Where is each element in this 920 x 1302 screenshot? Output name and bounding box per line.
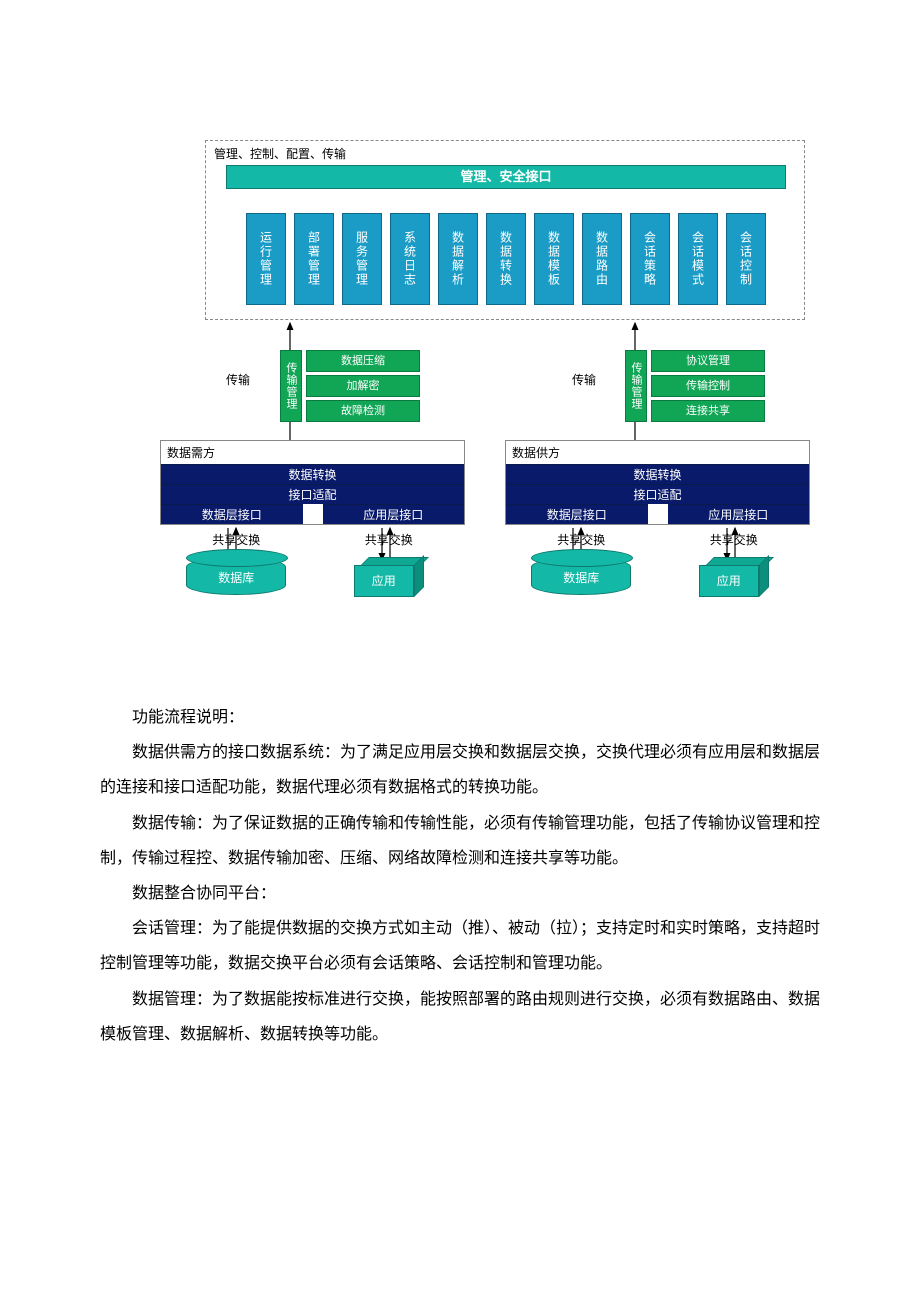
trans-mgmt-label: 传输管理 [280,350,302,422]
data-provider-block: 数据供方 数据转换 接口适配 数据层接口 应用层接口 共享交换 数据库 共享交换… [505,440,810,595]
trans-mgmt-right: 传输管理 协议管理 传输控制 连接共享 [625,350,765,428]
trans-item: 传输控制 [651,375,765,397]
trans-mgmt-label: 传输管理 [625,350,647,422]
top-container: 管理、控制、配置、传输 管理、安全接口 运行管理 部署管理 服务管理 系统日志 … [205,140,805,320]
application-icon: 应用 [699,557,769,593]
data-convert-bar: 数据转换 [506,464,809,484]
data-layer-if: 数据层接口 [506,504,648,524]
data-layer-if: 数据层接口 [161,504,303,524]
trans-item: 加解密 [306,375,420,397]
interface-split: 数据层接口 应用层接口 [161,504,464,524]
provider-title: 数据供方 [506,441,809,464]
top-box-title: 管理、控制、配置、传输 [206,141,804,166]
module-item: 数据转换 [486,213,526,305]
database-icon: 数据库 [186,557,286,595]
paragraph: 数据供需方的接口数据系统：为了满足应用层交换和数据层交换，交换代理必须有应用层和… [100,735,820,805]
exchange-label: 共享交换 [557,531,605,548]
database-icon: 数据库 [531,557,631,595]
trans-item: 协议管理 [651,350,765,372]
trans-mgmt-left: 传输管理 数据压缩 加解密 故障检测 [280,350,420,428]
module-item: 部署管理 [294,213,334,305]
paragraph: 数据传输：为了保证数据的正确传输和传输性能，必须有传输管理功能，包括了传输协议管… [100,806,820,876]
interface-split: 数据层接口 应用层接口 [506,504,809,524]
trans-item: 连接共享 [651,400,765,422]
module-row: 运行管理 部署管理 服务管理 系统日志 数据解析 数据转换 数据模板 数据路由 … [246,213,766,305]
consumer-title: 数据需方 [161,441,464,464]
module-item: 服务管理 [342,213,382,305]
exchange-label: 共享交换 [365,531,413,548]
architecture-diagram: 管理、控制、配置、传输 管理、安全接口 运行管理 部署管理 服务管理 系统日志 … [160,140,810,660]
interface-adapt-bar: 接口适配 [506,484,809,504]
paragraph: 会话管理：为了能提供数据的交换方式如主动（推）、被动（拉）；支持定时和实时策略，… [100,911,820,981]
module-item: 数据路由 [582,213,622,305]
application-icon: 应用 [354,557,424,593]
mgmt-security-bar: 管理、安全接口 [226,165,786,189]
interface-adapt-bar: 接口适配 [161,484,464,504]
trans-label-left: 传输 [226,371,250,388]
trans-item: 数据压缩 [306,350,420,372]
module-item: 会话策略 [630,213,670,305]
module-item: 运行管理 [246,213,286,305]
trans-item: 故障检测 [306,400,420,422]
data-consumer-block: 数据需方 数据转换 接口适配 数据层接口 应用层接口 共享交换 数据库 共享交换… [160,440,465,595]
exchange-label: 共享交换 [212,531,260,548]
trans-label-right: 传输 [572,371,596,388]
module-item: 会话模式 [678,213,718,305]
paragraph: 功能流程说明： [100,700,820,735]
module-item: 会话控制 [726,213,766,305]
description-text: 功能流程说明： 数据供需方的接口数据系统：为了满足应用层交换和数据层交换，交换代… [100,700,820,1052]
app-layer-if: 应用层接口 [668,504,810,524]
paragraph: 数据管理：为了数据能按标准进行交换，能按照部署的路由规则进行交换，必须有数据路由… [100,982,820,1052]
app-layer-if: 应用层接口 [323,504,465,524]
module-item: 数据模板 [534,213,574,305]
module-item: 数据解析 [438,213,478,305]
exchange-label: 共享交换 [710,531,758,548]
data-convert-bar: 数据转换 [161,464,464,484]
module-item: 系统日志 [390,213,430,305]
paragraph: 数据整合协同平台： [100,876,820,911]
